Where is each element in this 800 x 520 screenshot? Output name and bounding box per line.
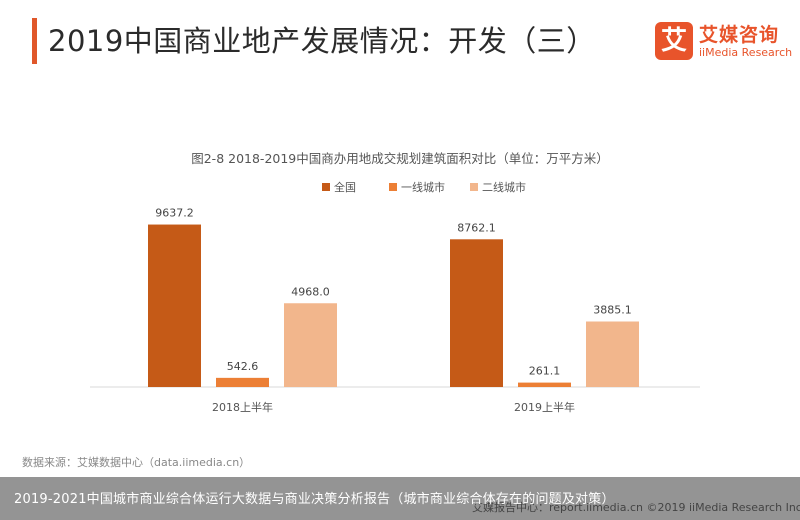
bar bbox=[518, 382, 571, 387]
data-label: 3885.1 bbox=[593, 304, 632, 317]
bar bbox=[216, 377, 269, 387]
x-tick-label: 2018上半年 bbox=[212, 400, 273, 414]
legend-swatch bbox=[470, 183, 478, 191]
bar bbox=[284, 303, 337, 387]
data-label: 542.6 bbox=[227, 360, 259, 373]
legend-label: 一线城市 bbox=[401, 180, 445, 194]
brand-logo: 艾 艾媒咨询 iiMedia Research bbox=[655, 18, 795, 66]
title-accent-bar bbox=[32, 18, 37, 64]
logo-mark-icon: 艾 bbox=[655, 22, 693, 60]
x-tick-label: 2019上半年 bbox=[514, 400, 575, 414]
bar bbox=[586, 321, 639, 387]
report-source: 艾媒报告中心：report.iimedia.cn ©2019 iiMedia R… bbox=[472, 501, 800, 514]
legend-swatch bbox=[389, 183, 397, 191]
logo-subtitle: iiMedia Research bbox=[699, 46, 793, 59]
logo-name: 艾媒咨询 bbox=[699, 24, 780, 46]
legend-label: 全国 bbox=[334, 180, 356, 194]
chart-title: 图2-8 2018-2019中国商办用地成交规划建筑面积对比（单位：万平方米） bbox=[191, 151, 609, 166]
legend-swatch bbox=[322, 183, 330, 191]
data-source: 数据来源：艾媒数据中心（data.iimedia.cn） bbox=[22, 456, 251, 469]
footer-bar bbox=[0, 477, 800, 520]
bar bbox=[450, 239, 503, 387]
report-caption: 2019-2021中国城市商业综合体运行大数据与商业决策分析报告（城市商业综合体… bbox=[14, 492, 615, 507]
bar bbox=[148, 224, 201, 387]
data-label: 8762.1 bbox=[457, 221, 496, 234]
data-label: 261.1 bbox=[529, 365, 561, 378]
legend-label: 二线城市 bbox=[482, 180, 526, 194]
data-label: 9637.2 bbox=[155, 207, 194, 220]
page-title: 2019中国商业地产发展情况：开发（三） bbox=[48, 24, 596, 58]
data-label: 4968.0 bbox=[291, 285, 330, 298]
